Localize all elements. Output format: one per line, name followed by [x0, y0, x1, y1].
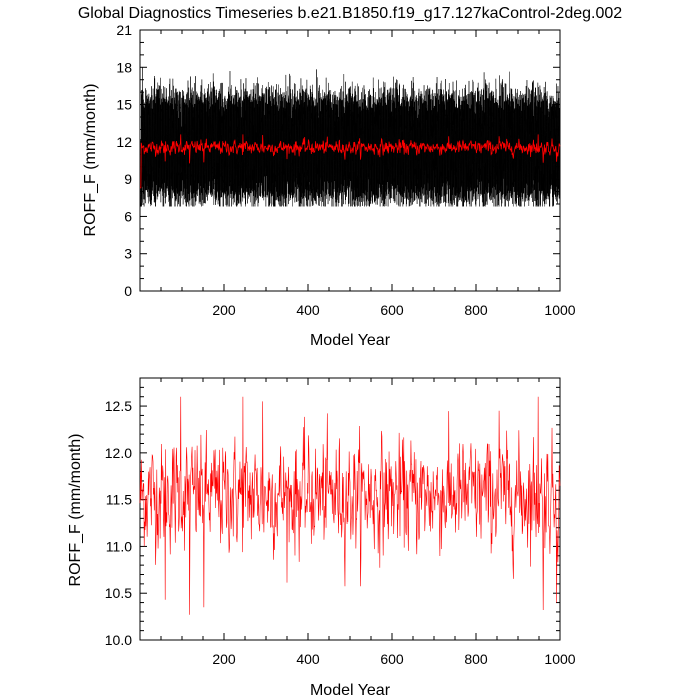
x-tick-label: 1000 [544, 302, 575, 318]
top-series [140, 67, 561, 207]
x-tick-label: 400 [296, 651, 320, 667]
y-tick-label: 6 [124, 208, 132, 224]
x-tick-label: 600 [380, 651, 404, 667]
top-y-axis-label: ROFF_F (mm/month) [82, 84, 99, 237]
y-tick-label: 3 [124, 246, 132, 262]
annual-mean-series-line [139, 396, 561, 615]
bottom-y-axis-label: ROFF_F (mm/month) [67, 434, 84, 587]
x-tick-label: 600 [380, 302, 404, 318]
y-tick-label: 11.5 [106, 492, 132, 508]
x-tick-label: 800 [464, 302, 488, 318]
x-tick-label: 400 [296, 302, 320, 318]
y-tick-label: 11.0 [106, 538, 132, 554]
y-tick-label: 12.5 [105, 398, 132, 414]
figure-title: Global Diagnostics Timeseries b.e21.B185… [78, 5, 622, 22]
x-tick-label: 800 [464, 651, 488, 667]
y-tick-label: 15 [116, 97, 132, 113]
x-tick-label: 200 [212, 651, 236, 667]
y-tick-label: 10.5 [105, 585, 132, 601]
x-tick-label: 200 [212, 302, 236, 318]
y-tick-label: 12.0 [105, 445, 132, 461]
bottom-panel: 200 400 600 800 1000 10.0 10.5 11.0 11.5 12.0 12.5… [67, 377, 576, 699]
y-tick-label: 10.0 [105, 632, 132, 648]
y-tick-label: 0 [124, 283, 132, 299]
y-tick-label: 21 [116, 22, 132, 38]
bottom-series [139, 396, 561, 615]
monthly-series-line [140, 67, 561, 207]
top-axis-ticks: 200 400 600 800 1000 0 3 6 9 12 15 18 21 [116, 22, 575, 318]
bottom-x-axis-label: Model Year [310, 682, 391, 699]
x-tick-label: 1000 [544, 651, 575, 667]
y-tick-label: 18 [116, 59, 132, 75]
y-tick-label: 12 [116, 134, 132, 150]
y-tick-label: 9 [124, 171, 132, 187]
annual-mean-series-line [140, 134, 561, 189]
top-x-axis-label: Model Year [310, 332, 391, 349]
